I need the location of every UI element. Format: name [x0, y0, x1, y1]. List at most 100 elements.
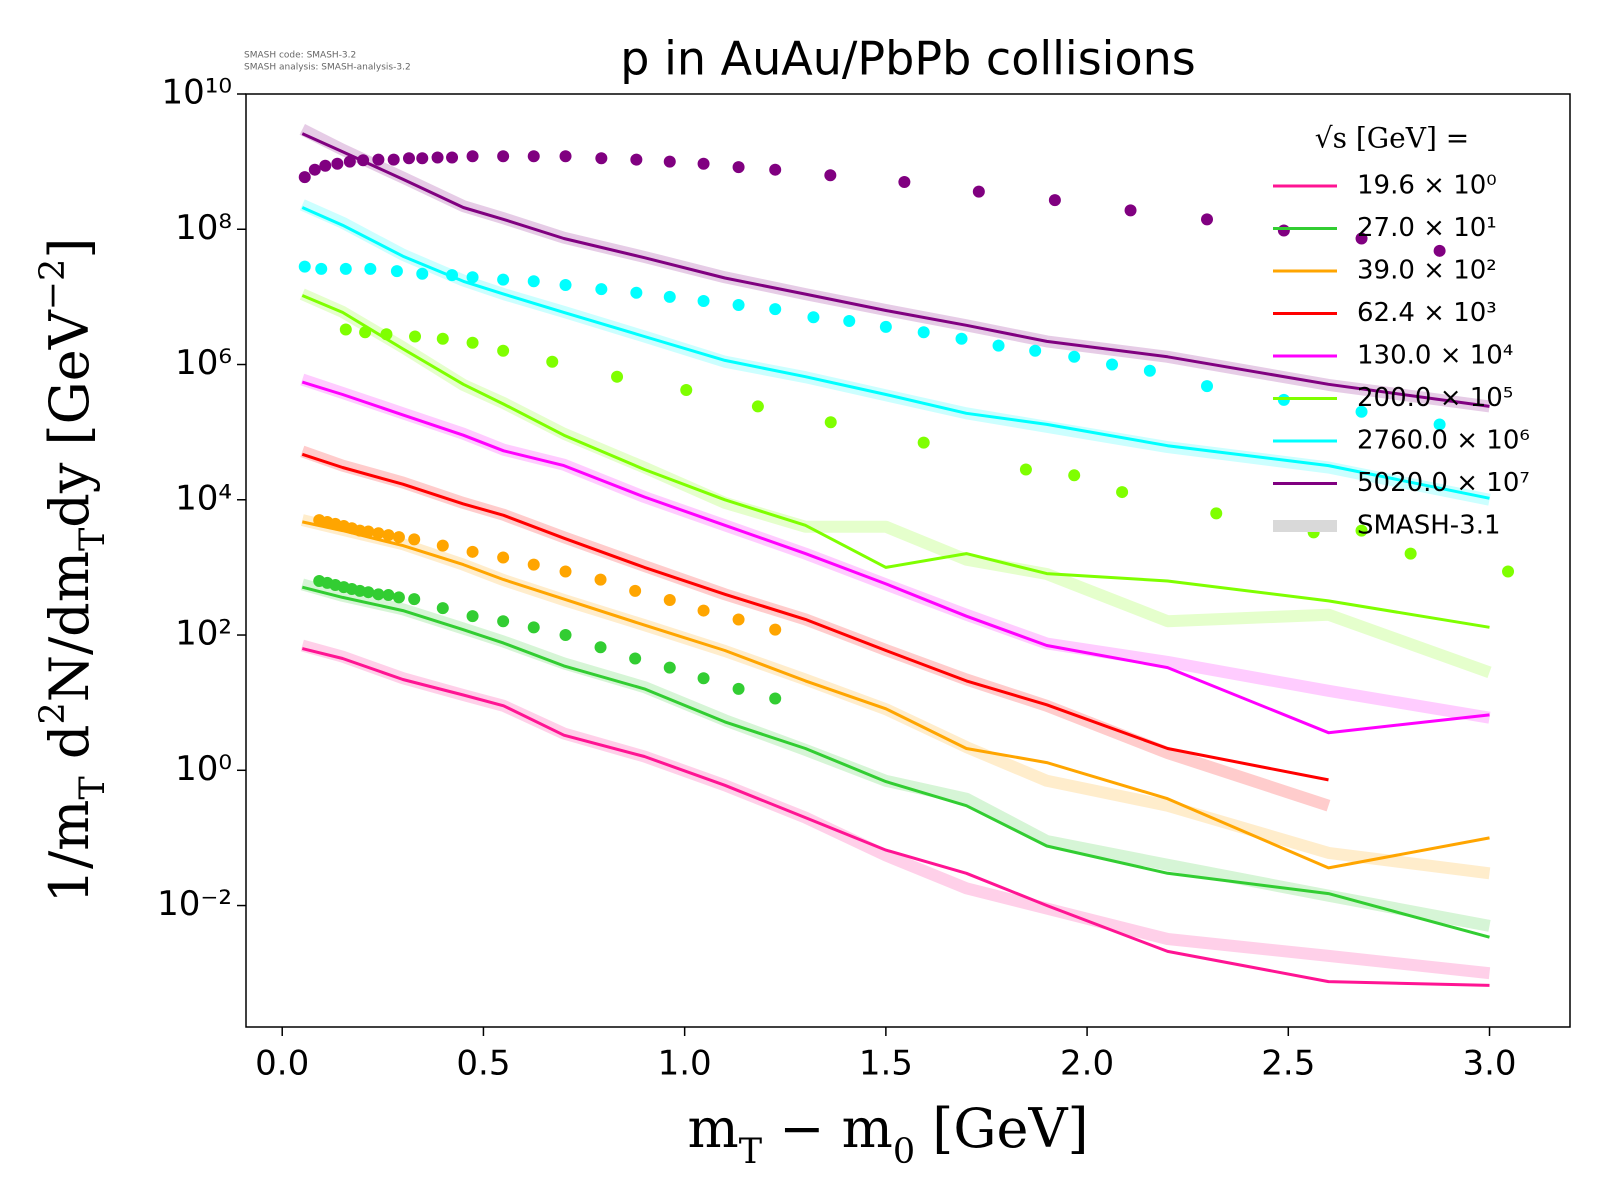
- x-tick-label: 3.0: [1462, 1044, 1516, 1084]
- data-point: [663, 155, 676, 168]
- data-point: [298, 260, 311, 273]
- info-text: SMASH analysis: SMASH-analysis-3.2: [244, 63, 411, 73]
- data-point: [879, 320, 892, 333]
- data-point: [497, 551, 510, 564]
- data-point: [527, 558, 540, 571]
- data-point: [1355, 405, 1368, 418]
- data-point: [364, 262, 377, 275]
- y-tick-label: 10⁶: [175, 343, 232, 383]
- data-point: [409, 330, 422, 343]
- data-point: [732, 298, 745, 311]
- legend-label: 2760.0 × 10⁶: [1357, 426, 1530, 456]
- series-line: [301, 206, 1490, 500]
- data-point: [972, 185, 985, 198]
- data-point: [824, 416, 837, 429]
- data-point: [343, 155, 356, 168]
- data-point: [732, 161, 745, 174]
- data-point: [611, 370, 624, 383]
- data-point: [1201, 213, 1214, 226]
- data-point: [298, 171, 311, 184]
- data-point: [380, 328, 393, 341]
- legend-label: 62.4 × 10³: [1357, 298, 1497, 328]
- data-point: [466, 150, 479, 163]
- data-point: [416, 267, 429, 280]
- data-point: [446, 151, 459, 164]
- data-point: [416, 152, 429, 165]
- axis-label-part: T: [73, 528, 113, 551]
- data-point: [431, 151, 444, 164]
- axis-label-part: d: [38, 725, 101, 777]
- data-point: [497, 273, 510, 286]
- data-point: [402, 152, 415, 165]
- axis-label-part: dy [GeV: [38, 309, 101, 527]
- data-point: [594, 641, 607, 654]
- data-point: [372, 588, 385, 601]
- series-line: [301, 294, 1490, 629]
- data-point: [466, 545, 479, 558]
- data-point: [392, 531, 405, 544]
- data-point: [663, 661, 676, 674]
- data-point: [546, 355, 559, 368]
- data-point: [992, 339, 1005, 352]
- y-tick-label: 10¹⁰: [161, 73, 232, 113]
- data-point: [1029, 344, 1042, 357]
- series-line: [301, 452, 1329, 782]
- legend-label: 19.6 × 10⁰: [1357, 171, 1497, 201]
- data-point: [497, 344, 510, 357]
- series-line: [301, 132, 1490, 408]
- axis-label: mT − m0 [GeV]: [687, 1097, 1088, 1172]
- axis-label-part: m: [687, 1097, 738, 1160]
- x-tick-label: 2.5: [1261, 1044, 1315, 1084]
- data-point: [1143, 364, 1156, 377]
- data-point: [732, 682, 745, 695]
- data-point: [807, 311, 820, 324]
- axis-label: 1/mT d2N/dmTdy [GeV−2]: [33, 238, 113, 904]
- data-point: [594, 573, 607, 586]
- data-point: [308, 163, 321, 176]
- data-point: [497, 150, 510, 163]
- data-point: [372, 153, 385, 166]
- x-tick-label: 2.0: [1060, 1044, 1114, 1084]
- data-point: [339, 323, 352, 336]
- legend-label: 5020.0 × 10⁷: [1357, 468, 1530, 498]
- data-point: [497, 615, 510, 628]
- data-point: [527, 621, 540, 634]
- data-point: [629, 652, 642, 665]
- legend-label: 39.0 × 10²: [1357, 256, 1497, 286]
- data-point: [315, 262, 328, 275]
- x-tick-label: 0.0: [255, 1044, 309, 1084]
- data-point: [331, 157, 344, 170]
- data-point: [559, 565, 572, 578]
- data-point: [436, 332, 449, 345]
- data-point: [769, 692, 782, 705]
- data-point: [446, 269, 459, 282]
- axis-label-part: N/dm: [38, 551, 101, 702]
- data-point: [697, 672, 710, 685]
- data-point: [387, 153, 400, 166]
- series-line: [301, 585, 1490, 939]
- data-point: [697, 604, 710, 617]
- data-point: [559, 278, 572, 291]
- data-point: [663, 290, 676, 303]
- data-point: [769, 163, 782, 176]
- data-point: [595, 283, 608, 296]
- data-point: [436, 539, 449, 552]
- data-point: [751, 400, 764, 413]
- data-point: [372, 527, 385, 540]
- axis-label-part: − m: [762, 1097, 893, 1160]
- axis-label-part: [GeV]: [915, 1097, 1088, 1160]
- series-line: [301, 520, 1490, 870]
- data-point: [527, 150, 540, 163]
- data-point: [466, 271, 479, 284]
- legend-label: 130.0 × 10⁴: [1357, 341, 1513, 371]
- axis-label-part: ]: [38, 238, 101, 259]
- data-point: [917, 326, 930, 339]
- data-point: [339, 262, 352, 275]
- legend-label: 200.0 × 10⁵: [1357, 383, 1513, 413]
- x-tick-label: 1.5: [859, 1044, 913, 1084]
- data-point: [1068, 469, 1081, 482]
- data-point: [559, 629, 572, 642]
- x-tick-label: 0.5: [456, 1044, 510, 1084]
- data-point: [357, 154, 370, 167]
